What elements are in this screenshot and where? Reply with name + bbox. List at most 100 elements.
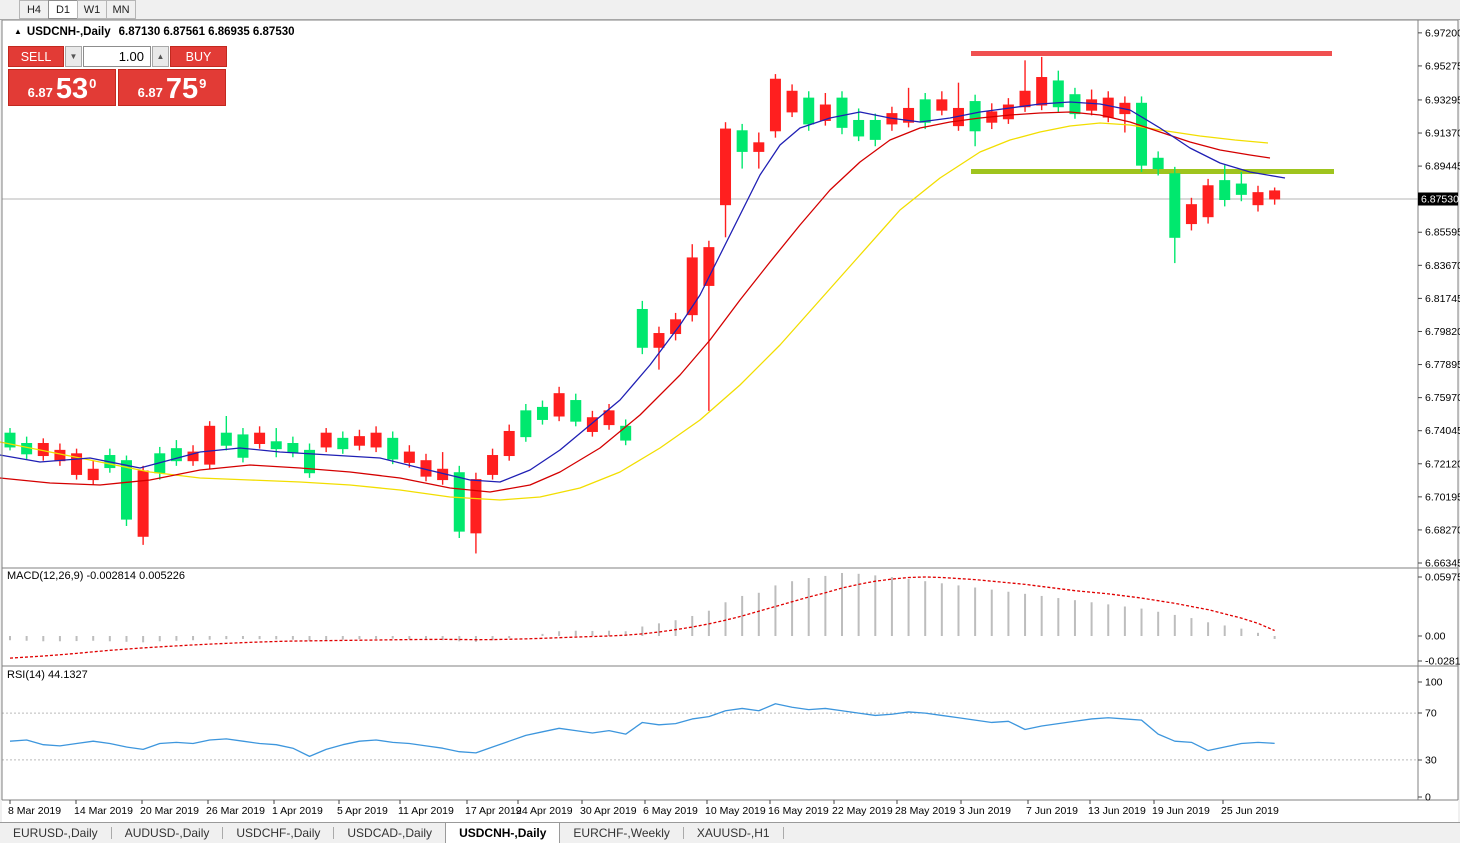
price-axis-label: 6.75970 <box>1425 392 1460 404</box>
price-axis-label: 6.72120 <box>1425 458 1460 470</box>
candle-body <box>670 319 682 335</box>
candle-body <box>487 455 499 475</box>
macd-name: MACD(12,26,9) <box>7 570 84 582</box>
candle-body <box>1169 173 1181 238</box>
buy-price-display[interactable]: 6.87 75 9 <box>118 69 226 106</box>
tab-usdcnh-daily[interactable]: USDCNH-,Daily <box>445 823 561 843</box>
candle-body <box>120 460 132 520</box>
date-axis-label: 20 Mar 2019 <box>140 805 199 817</box>
sell-button[interactable]: SELL <box>8 46 64 67</box>
macd-axis-label: 0.00 <box>1425 631 1446 643</box>
candle-body <box>803 97 815 125</box>
price-axis-label: 6.74045 <box>1425 425 1460 437</box>
date-axis-label: 6 May 2019 <box>643 805 698 817</box>
volume-decrease-button[interactable]: ▼ <box>65 46 82 67</box>
price-axis-label: 6.66345 <box>1425 558 1460 570</box>
candle-body <box>620 425 632 441</box>
timeframe-button-w1[interactable]: W1 <box>77 0 107 19</box>
candle-body <box>254 432 266 445</box>
candle-body <box>586 417 598 432</box>
rsi-line <box>9 703 1275 758</box>
candle-body <box>1036 77 1048 106</box>
volume-input[interactable] <box>83 46 151 67</box>
candle-body <box>536 406 548 420</box>
candle-body <box>653 333 665 348</box>
rsi-axis-label: 70 <box>1425 708 1437 720</box>
tab-usdchf-daily[interactable]: USDCHF-,Daily <box>236 826 321 840</box>
tab-separator <box>110 827 112 839</box>
candle-body <box>403 451 415 463</box>
price-axis-label: 6.89445 <box>1425 161 1460 173</box>
candle-body <box>1235 183 1247 195</box>
candle-body <box>204 425 216 465</box>
candle-body <box>1252 192 1264 206</box>
timeframe-button-mn[interactable]: MN <box>106 0 136 19</box>
candle-body <box>636 308 648 348</box>
rsi-axis-label: 30 <box>1425 755 1437 767</box>
macd-values: -0.002814 0.005226 <box>86 570 185 582</box>
candle-body <box>370 432 382 448</box>
candle-body <box>869 119 881 140</box>
tab-audusd-daily[interactable]: AUDUSD-,Daily <box>124 826 210 840</box>
candle-body <box>819 104 831 121</box>
timeframe-button-h4[interactable]: H4 <box>19 0 49 19</box>
current-price-tag-label: 6.87530 <box>1421 194 1459 206</box>
candle-body <box>54 449 66 462</box>
date-axis-label: 5 Apr 2019 <box>337 805 388 817</box>
ma-slow-line <box>0 122 1269 501</box>
sell-price-display[interactable]: 6.87 53 0 <box>8 69 116 106</box>
candle-body <box>1102 97 1114 118</box>
tab-separator <box>682 827 684 839</box>
tab-separator <box>333 827 335 839</box>
candle-body <box>919 99 931 123</box>
date-axis-background <box>2 800 1458 822</box>
collapse-triangle-icon[interactable]: ▲ <box>14 27 22 36</box>
rsi-axis-label: 100 <box>1425 677 1443 689</box>
candle-body <box>1086 99 1098 111</box>
timeframe-button-d1[interactable]: D1 <box>48 0 78 19</box>
candle-body <box>1052 80 1064 108</box>
candle-body <box>1269 190 1281 200</box>
price-axis-label: 6.68270 <box>1425 524 1460 536</box>
candle-body <box>753 142 765 152</box>
one-click-trading-panel: SELL ▼ ▲ BUY 6.87 53 0 6.87 75 9 <box>8 46 228 106</box>
date-axis-label: 10 May 2019 <box>705 805 766 817</box>
candle-body <box>570 400 582 422</box>
candle-body <box>769 78 781 132</box>
macd-axis-label: -0.02816 <box>1425 656 1460 668</box>
ohlc-values: 6.87130 6.87561 6.86935 6.87530 <box>118 26 295 38</box>
date-axis-label: 14 Mar 2019 <box>74 805 133 817</box>
date-axis-label: 30 Apr 2019 <box>580 805 637 817</box>
candle-body <box>170 448 182 462</box>
date-axis-label: 17 Apr 2019 <box>465 805 522 817</box>
candle-body <box>453 472 465 532</box>
tab-eurchf-weekly[interactable]: EURCHF-,Weekly <box>573 826 670 840</box>
date-axis-label: 8 Mar 2019 <box>8 805 61 817</box>
candle-body <box>736 130 748 152</box>
candle-body <box>4 432 16 448</box>
candle-body <box>686 257 698 316</box>
buy-price-big: 75 <box>165 73 199 105</box>
candle-body <box>1185 204 1197 225</box>
candle-body <box>1069 94 1081 115</box>
date-axis-label: 24 Apr 2019 <box>516 805 573 817</box>
candle-body <box>387 437 399 460</box>
volume-increase-button[interactable]: ▲ <box>152 46 169 67</box>
chart-title: ▲ USDCNH-,Daily 6.87130 6.87561 6.86935 6.… <box>14 26 295 38</box>
candle-body <box>503 430 515 457</box>
candle-body <box>903 107 915 123</box>
candle-body <box>304 449 316 474</box>
candle-body <box>786 90 798 113</box>
macd-signal-line <box>9 576 1275 659</box>
buy-button[interactable]: BUY <box>170 46 227 67</box>
tab-eurusd-daily[interactable]: EURUSD-,Daily <box>13 826 98 840</box>
tab-usdcad-daily[interactable]: USDCAD-,Daily <box>347 826 433 840</box>
rsi-name: RSI(14) <box>7 669 45 681</box>
candle-body <box>353 436 365 446</box>
candle-body <box>1019 90 1031 108</box>
date-axis-label: 11 Apr 2019 <box>398 805 454 817</box>
tab-xauusd-h1[interactable]: XAUUSD-,H1 <box>696 826 770 840</box>
chevron-up-icon: ▲ <box>156 52 165 61</box>
